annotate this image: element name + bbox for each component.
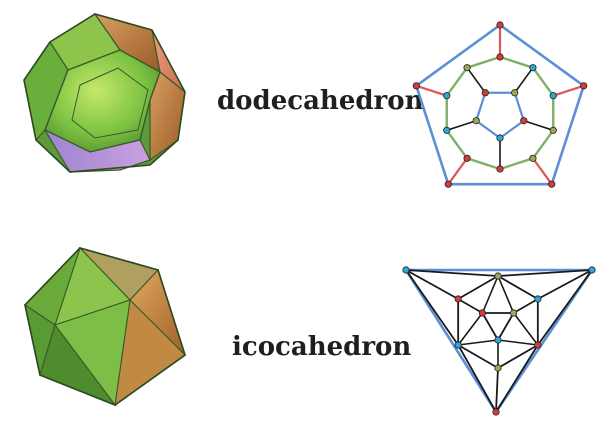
graph-edge	[481, 312, 499, 341]
vertex-node	[443, 126, 451, 134]
cycle-edge	[465, 55, 502, 69]
cycle-edge	[498, 55, 535, 69]
graph-edge	[457, 344, 497, 413]
graph-edge	[512, 298, 539, 314]
vertex-node	[496, 53, 504, 61]
vertex-node	[402, 266, 410, 274]
graph-edge	[457, 344, 499, 369]
vertex-node	[412, 82, 420, 90]
vertex-node	[454, 341, 462, 349]
cycle-edge	[445, 129, 469, 160]
graph-edge	[495, 367, 499, 413]
cycle-edge	[445, 66, 469, 97]
vertex-node	[443, 92, 451, 100]
vertex-node	[494, 336, 502, 344]
graph-edge	[497, 344, 539, 369]
vertex-node	[534, 341, 542, 349]
outer-edge	[404, 268, 498, 414]
graph-edge	[405, 269, 460, 300]
vertex-node	[492, 408, 500, 416]
spoke-edge	[415, 84, 448, 97]
vertex-node	[472, 117, 480, 125]
vertex-node	[463, 64, 471, 72]
graph-edge	[512, 312, 539, 346]
inner-edge	[498, 119, 525, 140]
dodecahedron-label: dodecahedron	[217, 86, 424, 116]
vertex-node	[588, 266, 596, 274]
graph-edge	[457, 298, 484, 314]
inner-spoke-edge	[466, 66, 487, 94]
icosahedron-label: icocahedron	[232, 332, 412, 362]
outer-edge	[550, 84, 585, 186]
vertex-node	[496, 134, 504, 142]
vertex-node	[511, 89, 519, 97]
graph-edge	[497, 339, 539, 346]
graph-edge	[457, 312, 484, 346]
vertex-node	[548, 180, 556, 188]
graph-edge	[497, 275, 515, 314]
inner-edge	[513, 91, 525, 122]
outer-edge	[415, 23, 502, 88]
vertex-node	[534, 295, 542, 303]
cycle-edge	[465, 157, 502, 171]
vertex-node	[520, 117, 528, 125]
graph-edge	[536, 269, 593, 346]
graph-edge	[536, 269, 593, 300]
vertex-node	[509, 309, 518, 317]
graph-edge	[405, 269, 499, 277]
graph-edge	[457, 275, 499, 300]
cycle-edge	[498, 157, 535, 171]
vertex-node	[529, 154, 537, 162]
vertex-node	[454, 295, 462, 303]
vertex-node	[549, 92, 557, 100]
vertex-node	[529, 64, 537, 72]
vertex-node	[496, 165, 504, 173]
vertex-node	[494, 364, 502, 372]
vertex-node	[494, 272, 502, 280]
vertex-node	[580, 82, 588, 90]
spoke-edge	[531, 157, 553, 186]
graph-edge	[457, 339, 499, 346]
graph-edge	[497, 269, 593, 277]
graph-edge	[497, 312, 515, 341]
graph-edge	[497, 275, 539, 300]
vertex-node	[463, 154, 471, 162]
graph-edge	[405, 269, 460, 346]
outer-edge	[498, 23, 585, 88]
inner-edge	[475, 91, 487, 122]
spoke-edge	[447, 157, 469, 186]
vertex-node	[478, 309, 487, 317]
cycle-edge	[531, 66, 555, 97]
graph-edge	[481, 275, 499, 314]
vertex-node	[444, 180, 452, 188]
cycle-edge	[531, 129, 555, 160]
outer-edge	[415, 84, 450, 186]
vertex-node	[549, 126, 557, 134]
inner-spoke-edge	[445, 119, 478, 132]
inner-spoke-edge	[522, 119, 555, 132]
vertex-node	[496, 21, 504, 29]
vertex-node	[481, 89, 489, 97]
inner-spoke-edge	[513, 66, 534, 94]
graph-edge	[495, 344, 539, 413]
spoke-edge	[552, 84, 585, 97]
inner-edge	[475, 119, 502, 140]
